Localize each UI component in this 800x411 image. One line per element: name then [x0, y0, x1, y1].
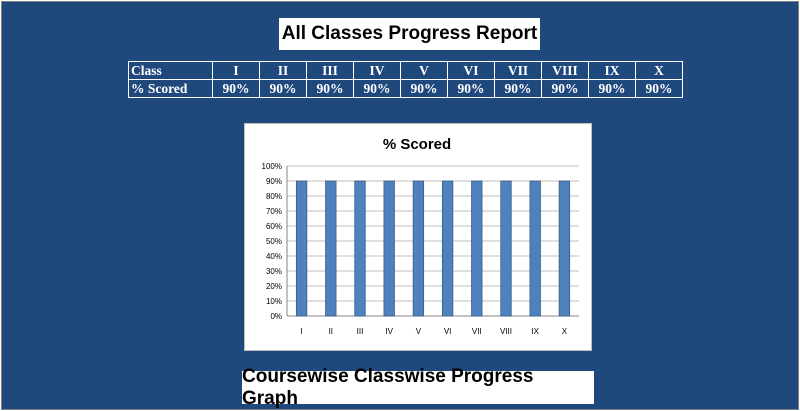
score-cell: 90%: [635, 79, 683, 98]
y-tick-label: 30%: [266, 267, 282, 276]
x-tick-label: VIII: [500, 327, 512, 336]
y-tick-label: 20%: [266, 282, 282, 291]
y-tick-label: 90%: [266, 177, 282, 186]
bar: [383, 180, 395, 317]
score-cell: 90%: [353, 79, 401, 98]
score-cell: 90%: [400, 79, 448, 98]
class-cell: I: [212, 61, 260, 80]
x-tick-label: X: [562, 327, 568, 336]
class-header-cell: Class: [128, 61, 213, 80]
scores-table: Class I II III IV V VI VII VIII IX X % S…: [128, 61, 683, 98]
class-cell: X: [635, 61, 683, 80]
score-cell: 90%: [212, 79, 260, 98]
x-tick-label: VI: [444, 327, 452, 336]
score-cell: 90%: [494, 79, 542, 98]
bar-chart: % Scored 0% 10% 20% 30% 40% 50% 60% 70% 80% 90% 100…: [262, 136, 579, 336]
class-cell: V: [400, 61, 448, 80]
class-cell: III: [306, 61, 354, 80]
y-tick-label: 40%: [266, 252, 282, 261]
y-tick-label: 0%: [270, 312, 282, 321]
bar: [471, 180, 483, 317]
x-tick-label: II: [329, 327, 333, 336]
x-tick-label: V: [416, 327, 422, 336]
bar: [500, 180, 512, 317]
y-tick-label: 50%: [266, 237, 282, 246]
score-cell: 90%: [306, 79, 354, 98]
bar: [529, 180, 541, 317]
y-tick-label: 80%: [266, 192, 282, 201]
class-cell: VIII: [541, 61, 589, 80]
score-cell: 90%: [447, 79, 495, 98]
table-score-row: % Scored 90% 90% 90% 90% 90% 90% 90% 90%…: [128, 79, 683, 98]
score-cell: 90%: [541, 79, 589, 98]
x-tick-label: III: [357, 327, 364, 336]
report-title: All Classes Progress Report: [279, 18, 540, 50]
class-cell: VI: [447, 61, 495, 80]
x-tick-label: I: [300, 327, 302, 336]
class-cell: IX: [588, 61, 636, 80]
x-tick-label: IX: [531, 327, 539, 336]
y-tick-label: 100%: [262, 162, 282, 171]
bar: [325, 180, 337, 317]
class-cell: II: [259, 61, 307, 80]
chart-title: % Scored: [383, 136, 451, 153]
score-header-cell: % Scored: [128, 79, 213, 98]
table-header-row: Class I II III IV V VI VII VIII IX X: [128, 61, 683, 80]
x-tick-label: VII: [472, 327, 482, 336]
y-tick-label: 70%: [266, 207, 282, 216]
y-tick-label: 10%: [266, 297, 282, 306]
graph-caption: Coursewise Classwise Progress Graph: [242, 366, 594, 409]
bar: [412, 180, 425, 317]
score-cell: 90%: [259, 79, 307, 98]
class-cell: IV: [353, 61, 401, 80]
bar: [295, 180, 308, 317]
class-cell: VII: [494, 61, 542, 80]
y-tick-label: 60%: [266, 222, 282, 231]
bar: [354, 180, 366, 317]
x-tick-label: IV: [385, 327, 393, 336]
score-cell: 90%: [588, 79, 636, 98]
bar: [441, 180, 454, 317]
bar: [558, 180, 571, 317]
bar-chart-panel: % Scored 0% 10% 20% 30% 40% 50% 60% 70% 80% 90% 100…: [244, 123, 592, 351]
